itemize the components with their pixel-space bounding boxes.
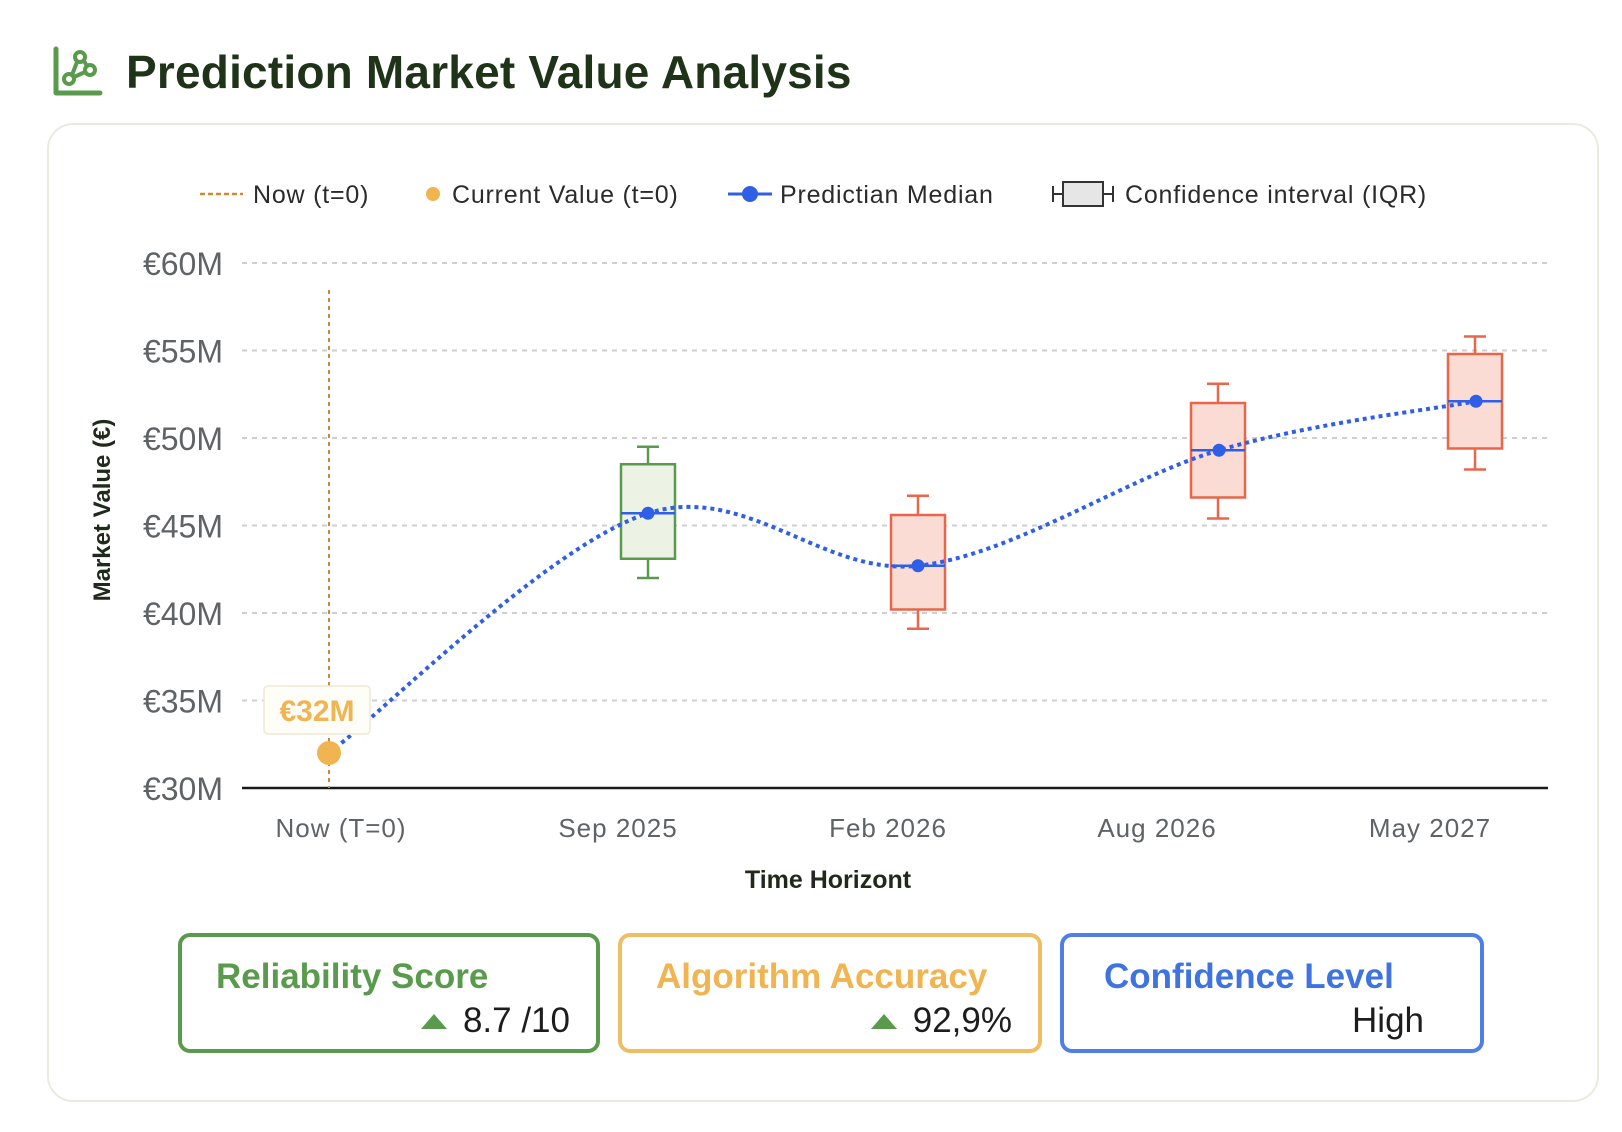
confidence-level-title: Confidence Level [1104,957,1394,996]
algorithm-accuracy-value: 92,9% [912,1001,1012,1040]
reliability-score-value-row: 8.7 /10 [420,1001,570,1041]
legend-median-dot-swatch [742,186,758,202]
confidence-level-value-row: High [1352,1001,1424,1041]
y-tick-label: €50M [143,421,223,457]
y-tick-label: €45M [143,509,223,545]
y-tick-label: €55M [143,334,223,370]
confidence-level-card: Confidence Level High [1060,933,1484,1053]
page-title: Prediction Market Value Analysis [126,46,852,98]
current-value-point [317,741,341,765]
y-tick-label: €30M [143,771,223,807]
chart-network-icon [53,46,103,96]
algorithm-accuracy-value-row: 92,9% [870,1001,1012,1041]
y-tick-label: €35M [143,684,223,720]
reliability-score-card: Reliability Score 8.7 /10 [178,933,600,1053]
median-point [911,559,925,573]
current-value-label-box [263,685,371,735]
reliability-score-value: 8.7 /10 [462,1001,570,1040]
x-tick-label: May 2027 [1369,813,1491,843]
reliability-score-title: Reliability Score [216,957,489,996]
page-header: Prediction Market Value Analysis [52,42,852,102]
algorithm-accuracy-card: Algorithm Accuracy 92,9% [618,933,1042,1053]
x-tick-label: Aug 2026 [1097,813,1216,843]
median-point [1212,443,1226,457]
x-tick-label: Now (T=0) [275,813,406,843]
median-series-line [327,399,1477,755]
chart-legend: Now (t=0) Current Value (t=0) Predictian M… [200,181,1427,209]
legend-label-current-value: Current Value (t=0) [452,181,679,209]
trend-up-icon [870,1013,897,1029]
box-plot-aug-2026 [1189,382,1247,520]
median-point [641,506,655,520]
legend-iqr-box-swatch [1062,181,1104,207]
legend-label-iqr: Confidence interval (IQR) [1125,181,1427,209]
median-point [1469,394,1483,408]
y-tick-label: €40M [143,596,223,632]
y-axis-title: Market Value (€) [89,419,116,602]
current-value-label: €32M [279,695,354,728]
confidence-level-value: High [1352,1001,1424,1040]
x-axis-title: Time Horizont [745,866,912,894]
legend-label-median: Predictian Median [780,181,994,209]
x-tick-label: Feb 2026 [829,813,947,843]
x-tick-label: Sep 2025 [558,813,677,843]
legend-current-value-swatch [426,187,440,201]
trend-up-icon [420,1013,447,1029]
legend-label-now: Now (t=0) [253,181,369,209]
algorithm-accuracy-title: Algorithm Accuracy [656,957,988,996]
y-tick-label: €60M [143,246,223,282]
